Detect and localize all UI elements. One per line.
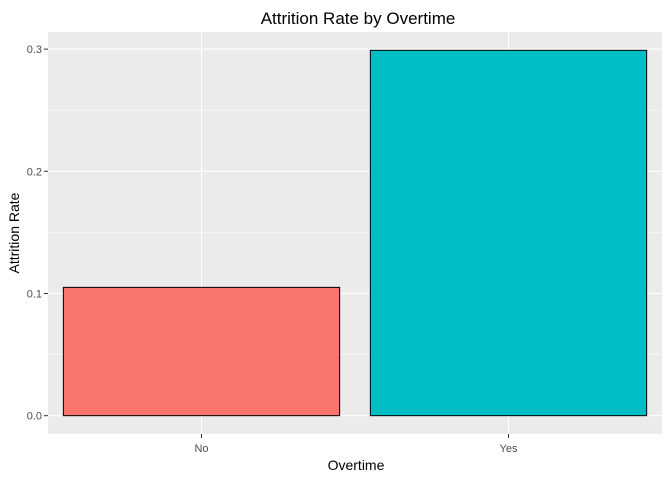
bar-no: [62, 286, 341, 417]
x-tick-label: No: [194, 443, 208, 455]
y-tick-label: 0.2: [27, 166, 42, 178]
y-axis: 0.0 0.1 0.2 0.3: [27, 44, 48, 423]
bar-yes: [369, 49, 648, 417]
y-tick-label: 0.3: [27, 44, 42, 56]
x-tick-label: Yes: [500, 443, 518, 455]
y-tick-label: 0.1: [27, 288, 42, 300]
y-tick-label: 0.0: [27, 411, 42, 423]
chart-title: Attrition Rate by Overtime: [261, 9, 456, 28]
x-axis-title: Overtime: [328, 457, 385, 473]
bars: [62, 49, 648, 417]
x-axis: No Yes: [194, 434, 518, 455]
y-axis-title: Attrition Rate: [6, 192, 22, 273]
